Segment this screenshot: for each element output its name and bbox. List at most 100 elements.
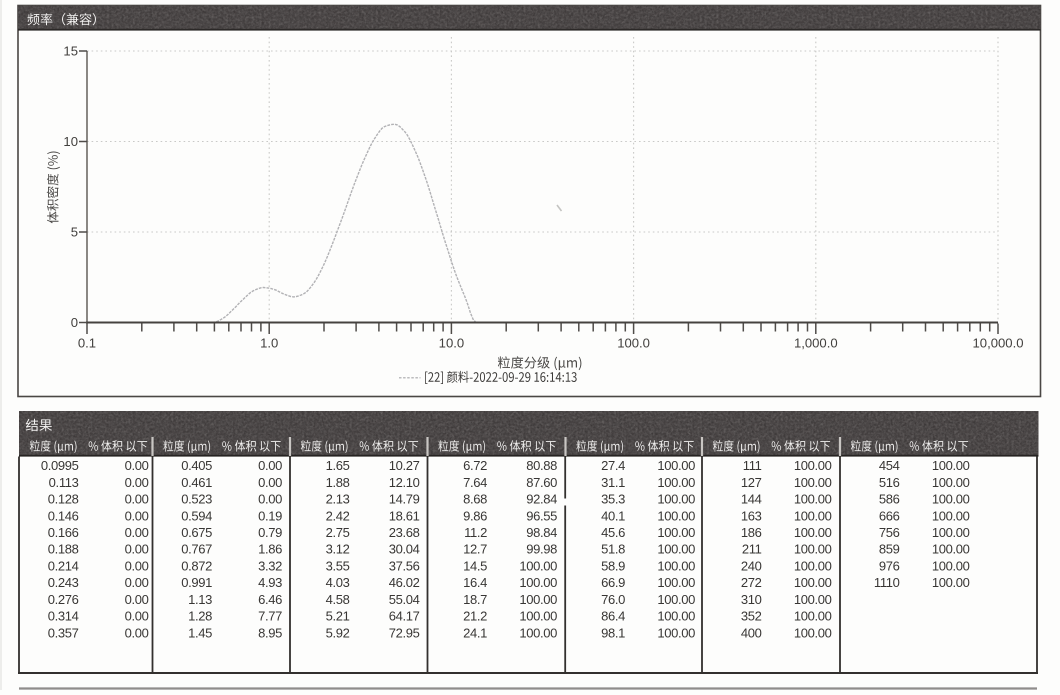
svg-text:0.166: 0.166 <box>48 525 79 540</box>
svg-text:46.02: 46.02 <box>389 575 420 590</box>
svg-text:100.00: 100.00 <box>519 558 557 573</box>
svg-text:0.00: 0.00 <box>258 458 282 473</box>
svg-text:0.872: 0.872 <box>181 558 212 573</box>
svg-text:100.00: 100.00 <box>657 475 695 490</box>
svg-text:100.00: 100.00 <box>794 609 832 624</box>
svg-text:0.00: 0.00 <box>125 625 149 640</box>
svg-text:99.98: 99.98 <box>526 542 557 557</box>
svg-text:100.00: 100.00 <box>932 525 970 540</box>
svg-text:100.00: 100.00 <box>657 609 695 624</box>
svg-text:666: 666 <box>879 508 900 523</box>
svg-text:400: 400 <box>741 625 762 640</box>
svg-text:3.12: 3.12 <box>326 542 350 557</box>
svg-text:8.68: 8.68 <box>463 492 487 507</box>
svg-text:6.46: 6.46 <box>258 592 282 607</box>
svg-text:0.00: 0.00 <box>125 542 149 557</box>
svg-text:0.00: 0.00 <box>125 525 149 540</box>
svg-text:144: 144 <box>741 492 762 507</box>
svg-text:7.64: 7.64 <box>463 475 487 490</box>
svg-text:0: 0 <box>71 315 78 330</box>
svg-text:2.75: 2.75 <box>326 525 350 540</box>
svg-text:100.00: 100.00 <box>794 475 832 490</box>
svg-text:1110: 1110 <box>874 575 900 590</box>
svg-text:4.93: 4.93 <box>258 575 282 590</box>
svg-text:0.991: 0.991 <box>181 575 212 590</box>
svg-text:0.79: 0.79 <box>258 525 282 540</box>
svg-text:8.95: 8.95 <box>258 625 282 640</box>
svg-text:3.32: 3.32 <box>258 558 282 573</box>
svg-text:111: 111 <box>743 458 762 473</box>
svg-text:100.00: 100.00 <box>519 625 557 640</box>
svg-text:6.72: 6.72 <box>463 458 487 473</box>
svg-text:14.79: 14.79 <box>389 492 420 507</box>
svg-text:516: 516 <box>879 475 900 490</box>
svg-text:72.95: 72.95 <box>389 625 420 640</box>
svg-text:240: 240 <box>741 558 762 573</box>
svg-text:100.00: 100.00 <box>794 575 832 590</box>
svg-text:2.13: 2.13 <box>326 492 350 507</box>
svg-text:30.04: 30.04 <box>389 542 420 557</box>
svg-text:1.45: 1.45 <box>188 625 212 640</box>
svg-text:0.214: 0.214 <box>48 558 79 573</box>
svg-text:0.314: 0.314 <box>48 609 79 624</box>
svg-text:100.00: 100.00 <box>932 575 970 590</box>
svg-text:5: 5 <box>71 225 78 240</box>
svg-text:40.1: 40.1 <box>601 508 625 523</box>
svg-text:1,000.0: 1,000.0 <box>794 336 838 351</box>
svg-text:100.00: 100.00 <box>519 592 557 607</box>
svg-text:51.8: 51.8 <box>601 542 625 557</box>
svg-text:100.00: 100.00 <box>794 625 832 640</box>
svg-text:96.55: 96.55 <box>526 508 557 523</box>
svg-text:7.77: 7.77 <box>258 609 282 624</box>
svg-text:310: 310 <box>741 592 762 607</box>
svg-text:100.00: 100.00 <box>932 542 970 557</box>
svg-text:14.5: 14.5 <box>463 558 487 573</box>
svg-text:211: 211 <box>742 542 762 557</box>
svg-text:35.3: 35.3 <box>601 492 625 507</box>
svg-text:3.55: 3.55 <box>326 558 350 573</box>
svg-text:100.00: 100.00 <box>794 458 832 473</box>
svg-text:186: 186 <box>741 525 762 540</box>
svg-text:86.4: 86.4 <box>601 609 625 624</box>
svg-text:756: 756 <box>879 525 900 540</box>
svg-text:0.767: 0.767 <box>181 542 212 557</box>
svg-text:76.0: 76.0 <box>601 592 625 607</box>
svg-text:10: 10 <box>63 134 78 149</box>
svg-text:0.594: 0.594 <box>181 508 212 523</box>
svg-text:1.13: 1.13 <box>188 592 212 607</box>
svg-text:100.00: 100.00 <box>932 558 970 573</box>
svg-text:100.00: 100.00 <box>519 575 557 590</box>
svg-text:23.68: 23.68 <box>389 525 420 540</box>
svg-text:100.00: 100.00 <box>932 475 970 490</box>
svg-text:100.00: 100.00 <box>794 492 832 507</box>
svg-text:0.188: 0.188 <box>48 542 79 557</box>
svg-text:100.00: 100.00 <box>657 508 695 523</box>
svg-text:64.17: 64.17 <box>389 609 420 624</box>
svg-text:127: 127 <box>741 475 762 490</box>
svg-text:2.42: 2.42 <box>326 508 350 523</box>
svg-text:100.00: 100.00 <box>657 542 695 557</box>
svg-text:0.00: 0.00 <box>258 475 282 490</box>
svg-text:0.1: 0.1 <box>78 336 96 351</box>
svg-text:80.88: 80.88 <box>526 458 557 473</box>
svg-text:100.00: 100.00 <box>657 458 695 473</box>
svg-text:18.61: 18.61 <box>389 508 420 523</box>
svg-text:976: 976 <box>879 558 900 573</box>
svg-text:100.00: 100.00 <box>657 492 695 507</box>
svg-text:31.1: 31.1 <box>601 475 625 490</box>
svg-text:100.00: 100.00 <box>794 592 832 607</box>
svg-text:100.00: 100.00 <box>932 458 970 473</box>
svg-text:0.00: 0.00 <box>125 458 149 473</box>
svg-text:454: 454 <box>879 458 900 473</box>
svg-text:1.86: 1.86 <box>258 542 282 557</box>
svg-text:0.00: 0.00 <box>125 492 149 507</box>
svg-text:586: 586 <box>879 492 900 507</box>
svg-text:100.00: 100.00 <box>932 508 970 523</box>
svg-text:1.88: 1.88 <box>326 475 350 490</box>
svg-text:0.128: 0.128 <box>48 492 79 507</box>
svg-text:55.04: 55.04 <box>389 592 420 607</box>
svg-text:98.84: 98.84 <box>526 525 557 540</box>
svg-text:5.21: 5.21 <box>326 609 350 624</box>
svg-text:0.0995: 0.0995 <box>41 458 79 473</box>
svg-text:92.84: 92.84 <box>526 492 557 507</box>
